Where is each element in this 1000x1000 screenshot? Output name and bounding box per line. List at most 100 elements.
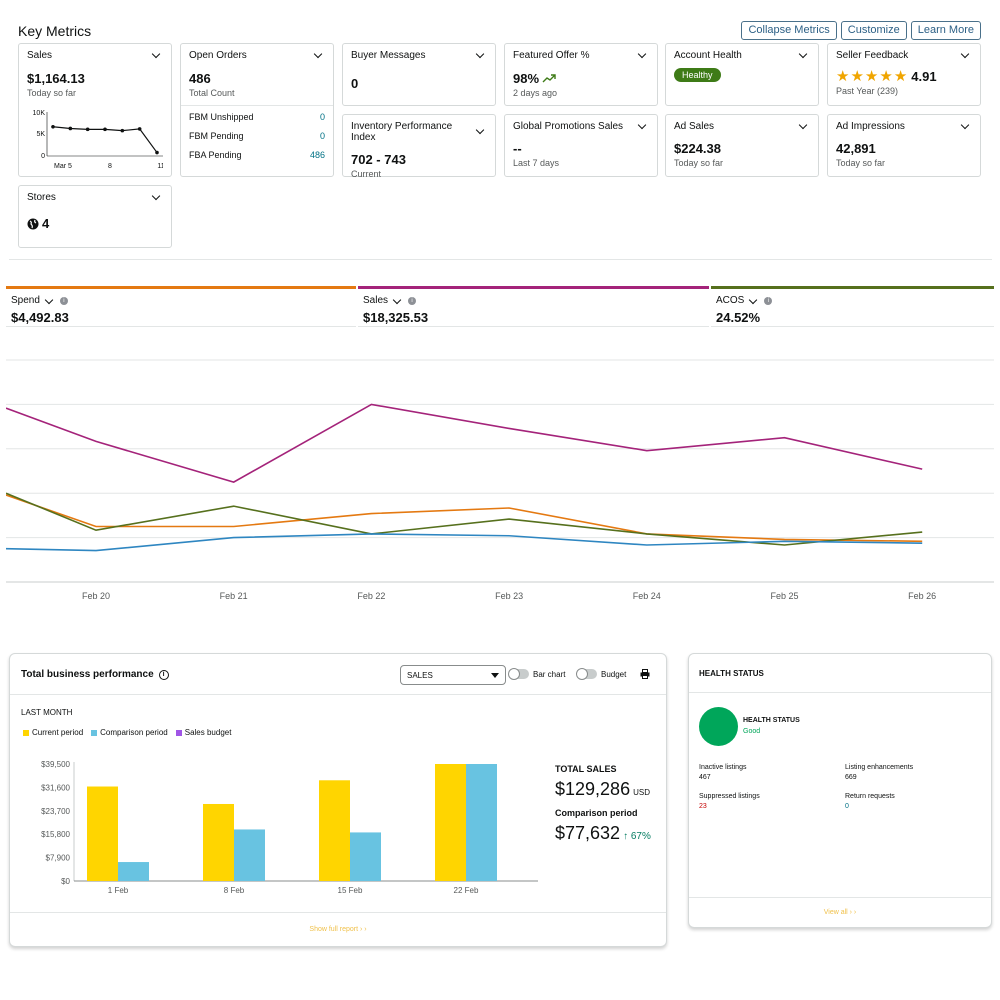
ad-sales-card[interactable]: Ad Sales $224.38 Today so far — [665, 114, 819, 177]
chevron-down-icon[interactable] — [798, 51, 810, 61]
suppressed-listings[interactable]: Suppressed listings 23 — [699, 793, 760, 810]
y-tick-label: $39,500 — [41, 760, 70, 769]
bar-current — [203, 803, 234, 881]
bar-chart-toggle[interactable]: Bar chart — [508, 668, 565, 680]
sparkline-point — [103, 127, 107, 132]
tbp-title: Total business performance — [21, 669, 154, 680]
ad-impressions-sub: Today so far — [836, 158, 886, 168]
fbm-unshipped-row[interactable]: FBM Unshipped 0 — [189, 112, 325, 122]
x-tick-label: Feb 22 — [357, 591, 385, 601]
spark-x-tick: 8 — [108, 163, 112, 170]
fbm-pending-row[interactable]: FBM Pending 0 — [189, 131, 325, 141]
caret-down-icon — [491, 672, 499, 678]
inventory-card[interactable]: Inventory Performance Index 702 - 743 Cu… — [342, 114, 496, 179]
budget-toggle[interactable]: Budget — [576, 668, 626, 680]
legend-item[interactable]: Current period — [23, 728, 83, 737]
rating-value: 4.91 — [911, 69, 937, 84]
global-promotions-card[interactable]: Global Promotions Sales -- Last 7 days — [504, 114, 658, 177]
spark-x-tick: Mar 5 — [54, 163, 72, 170]
info-icon[interactable]: i — [59, 296, 68, 305]
buyer-messages-value: 0 — [351, 76, 359, 91]
bar-comparison — [234, 829, 265, 881]
inactive-listings[interactable]: Inactive listings 467 — [699, 764, 747, 781]
campaign-line-chart: Feb 20 Feb 21 Feb 22 Feb 23 Feb 24 Feb 25 Feb … — [6, 359, 994, 601]
ad-impressions-card[interactable]: Ad Impressions 42,891 Today so far — [827, 114, 981, 177]
bar-current — [319, 780, 350, 881]
tab-acos[interactable]: ACOS i 24.52% — [711, 286, 994, 327]
chevron-down-icon[interactable] — [748, 297, 760, 305]
section-divider — [9, 259, 992, 260]
chevron-down-icon[interactable] — [151, 193, 163, 203]
chevron-down-icon[interactable] — [960, 122, 972, 132]
chevron-down-icon[interactable] — [637, 122, 649, 132]
chevron-down-icon[interactable] — [475, 127, 487, 137]
chevron-down-icon[interactable] — [392, 297, 404, 305]
global-promotions-label: Global Promotions Sales — [513, 121, 624, 132]
inventory-label: Inventory Performance Index — [351, 121, 453, 143]
stores-card[interactable]: Stores 4 — [18, 185, 172, 248]
tab-spend[interactable]: Spend i $4,492.83 — [6, 286, 356, 327]
sales-card[interactable]: Sales $1,164.13 Today so far 10K 5K 0 Ma… — [18, 43, 172, 177]
show-full-report-link[interactable]: Show full report › › — [309, 926, 367, 933]
spark-x-tick: 11 — [157, 163, 163, 170]
collapse-metrics-button[interactable]: Collapse Metrics — [741, 21, 837, 40]
y-tick-label: $23,700 — [41, 807, 70, 816]
fba-pending-row[interactable]: FBA Pending 486 — [189, 150, 325, 160]
tab-sales[interactable]: Sales i $18,325.53 — [358, 286, 709, 327]
sparkline-point — [85, 127, 90, 132]
featured-offer-label: Featured Offer % — [513, 50, 590, 61]
view-all-link[interactable]: View all › › — [823, 909, 857, 916]
buyer-messages-label: Buyer Messages — [351, 50, 426, 61]
x-tick-label: 15 Feb — [338, 886, 363, 895]
return-requests[interactable]: Return requests 0 — [845, 793, 895, 810]
sales-label: Sales — [27, 50, 53, 61]
buyer-messages-card[interactable]: Buyer Messages 0 — [342, 43, 496, 106]
sales-sparkline: 10K 5K 0 Mar 5 8 11 — [33, 110, 163, 170]
x-tick-label: Feb 24 — [633, 591, 661, 601]
metric-select[interactable]: SALES — [400, 665, 506, 685]
stores-value: 4 — [42, 216, 50, 231]
bar-comparison — [350, 832, 381, 881]
spark-y-tick: 10K — [33, 110, 46, 117]
learn-more-button[interactable]: Learn More — [910, 21, 981, 40]
chevron-down-icon[interactable] — [960, 51, 972, 61]
info-icon[interactable]: i — [408, 296, 417, 305]
seller-feedback-card[interactable]: Seller Feedback ★ ★ ★ ★ ★ 4.91 Past Year (23… — [827, 43, 981, 106]
listing-enhancements[interactable]: Listing enhancements 669 — [845, 764, 914, 781]
chevron-down-icon[interactable] — [637, 51, 649, 61]
chevron-down-icon[interactable] — [44, 297, 56, 305]
panel-separator — [689, 692, 991, 693]
sparkline-point — [68, 126, 73, 131]
x-tick-label: 1 Feb — [108, 886, 129, 895]
x-tick-label: Feb 20 — [82, 591, 110, 601]
health-status-indicator — [699, 707, 738, 746]
y-tick-label: $7,900 — [46, 854, 71, 863]
bar-comparison — [466, 764, 497, 881]
ad-sales-label: Ad Sales — [674, 121, 715, 132]
featured-offer-card[interactable]: Featured Offer % 98% 2 days ago — [504, 43, 658, 106]
global-promotions-sub: Last 7 days — [513, 158, 560, 168]
chevron-down-icon[interactable] — [798, 122, 810, 132]
info-icon[interactable]: i — [764, 296, 773, 305]
chevron-down-icon[interactable] — [151, 51, 163, 61]
spend-label: Spend — [11, 295, 40, 306]
comparison-value: $77,632 — [555, 823, 621, 843]
chevron-down-icon[interactable] — [475, 51, 487, 61]
open-orders-card[interactable]: Open Orders 486 Total Count FBM Unshippe… — [180, 43, 334, 177]
account-health-card[interactable]: Account Health Healthy — [665, 43, 819, 106]
bar-comparison — [118, 862, 149, 881]
star-icon: ★ — [893, 67, 908, 85]
inventory-value: 702 - 743 — [351, 152, 406, 167]
acos-value: 24.52% — [716, 310, 761, 325]
inventory-sub: Current — [351, 169, 382, 179]
legend-item[interactable]: Sales budget — [175, 728, 231, 737]
chevron-down-icon[interactable] — [313, 51, 325, 61]
stores-label: Stores — [27, 192, 56, 203]
health-status-value: Good — [743, 728, 761, 735]
legend-item[interactable]: Comparison period — [91, 728, 168, 737]
health-status-panel: HEALTH STATUS HEALTH STATUS Good Inactiv… — [688, 653, 992, 928]
info-icon[interactable]: i — [158, 669, 169, 680]
print-icon[interactable] — [640, 669, 650, 679]
customize-button[interactable]: Customize — [840, 21, 907, 40]
y-tick-label: $15,800 — [41, 830, 70, 839]
